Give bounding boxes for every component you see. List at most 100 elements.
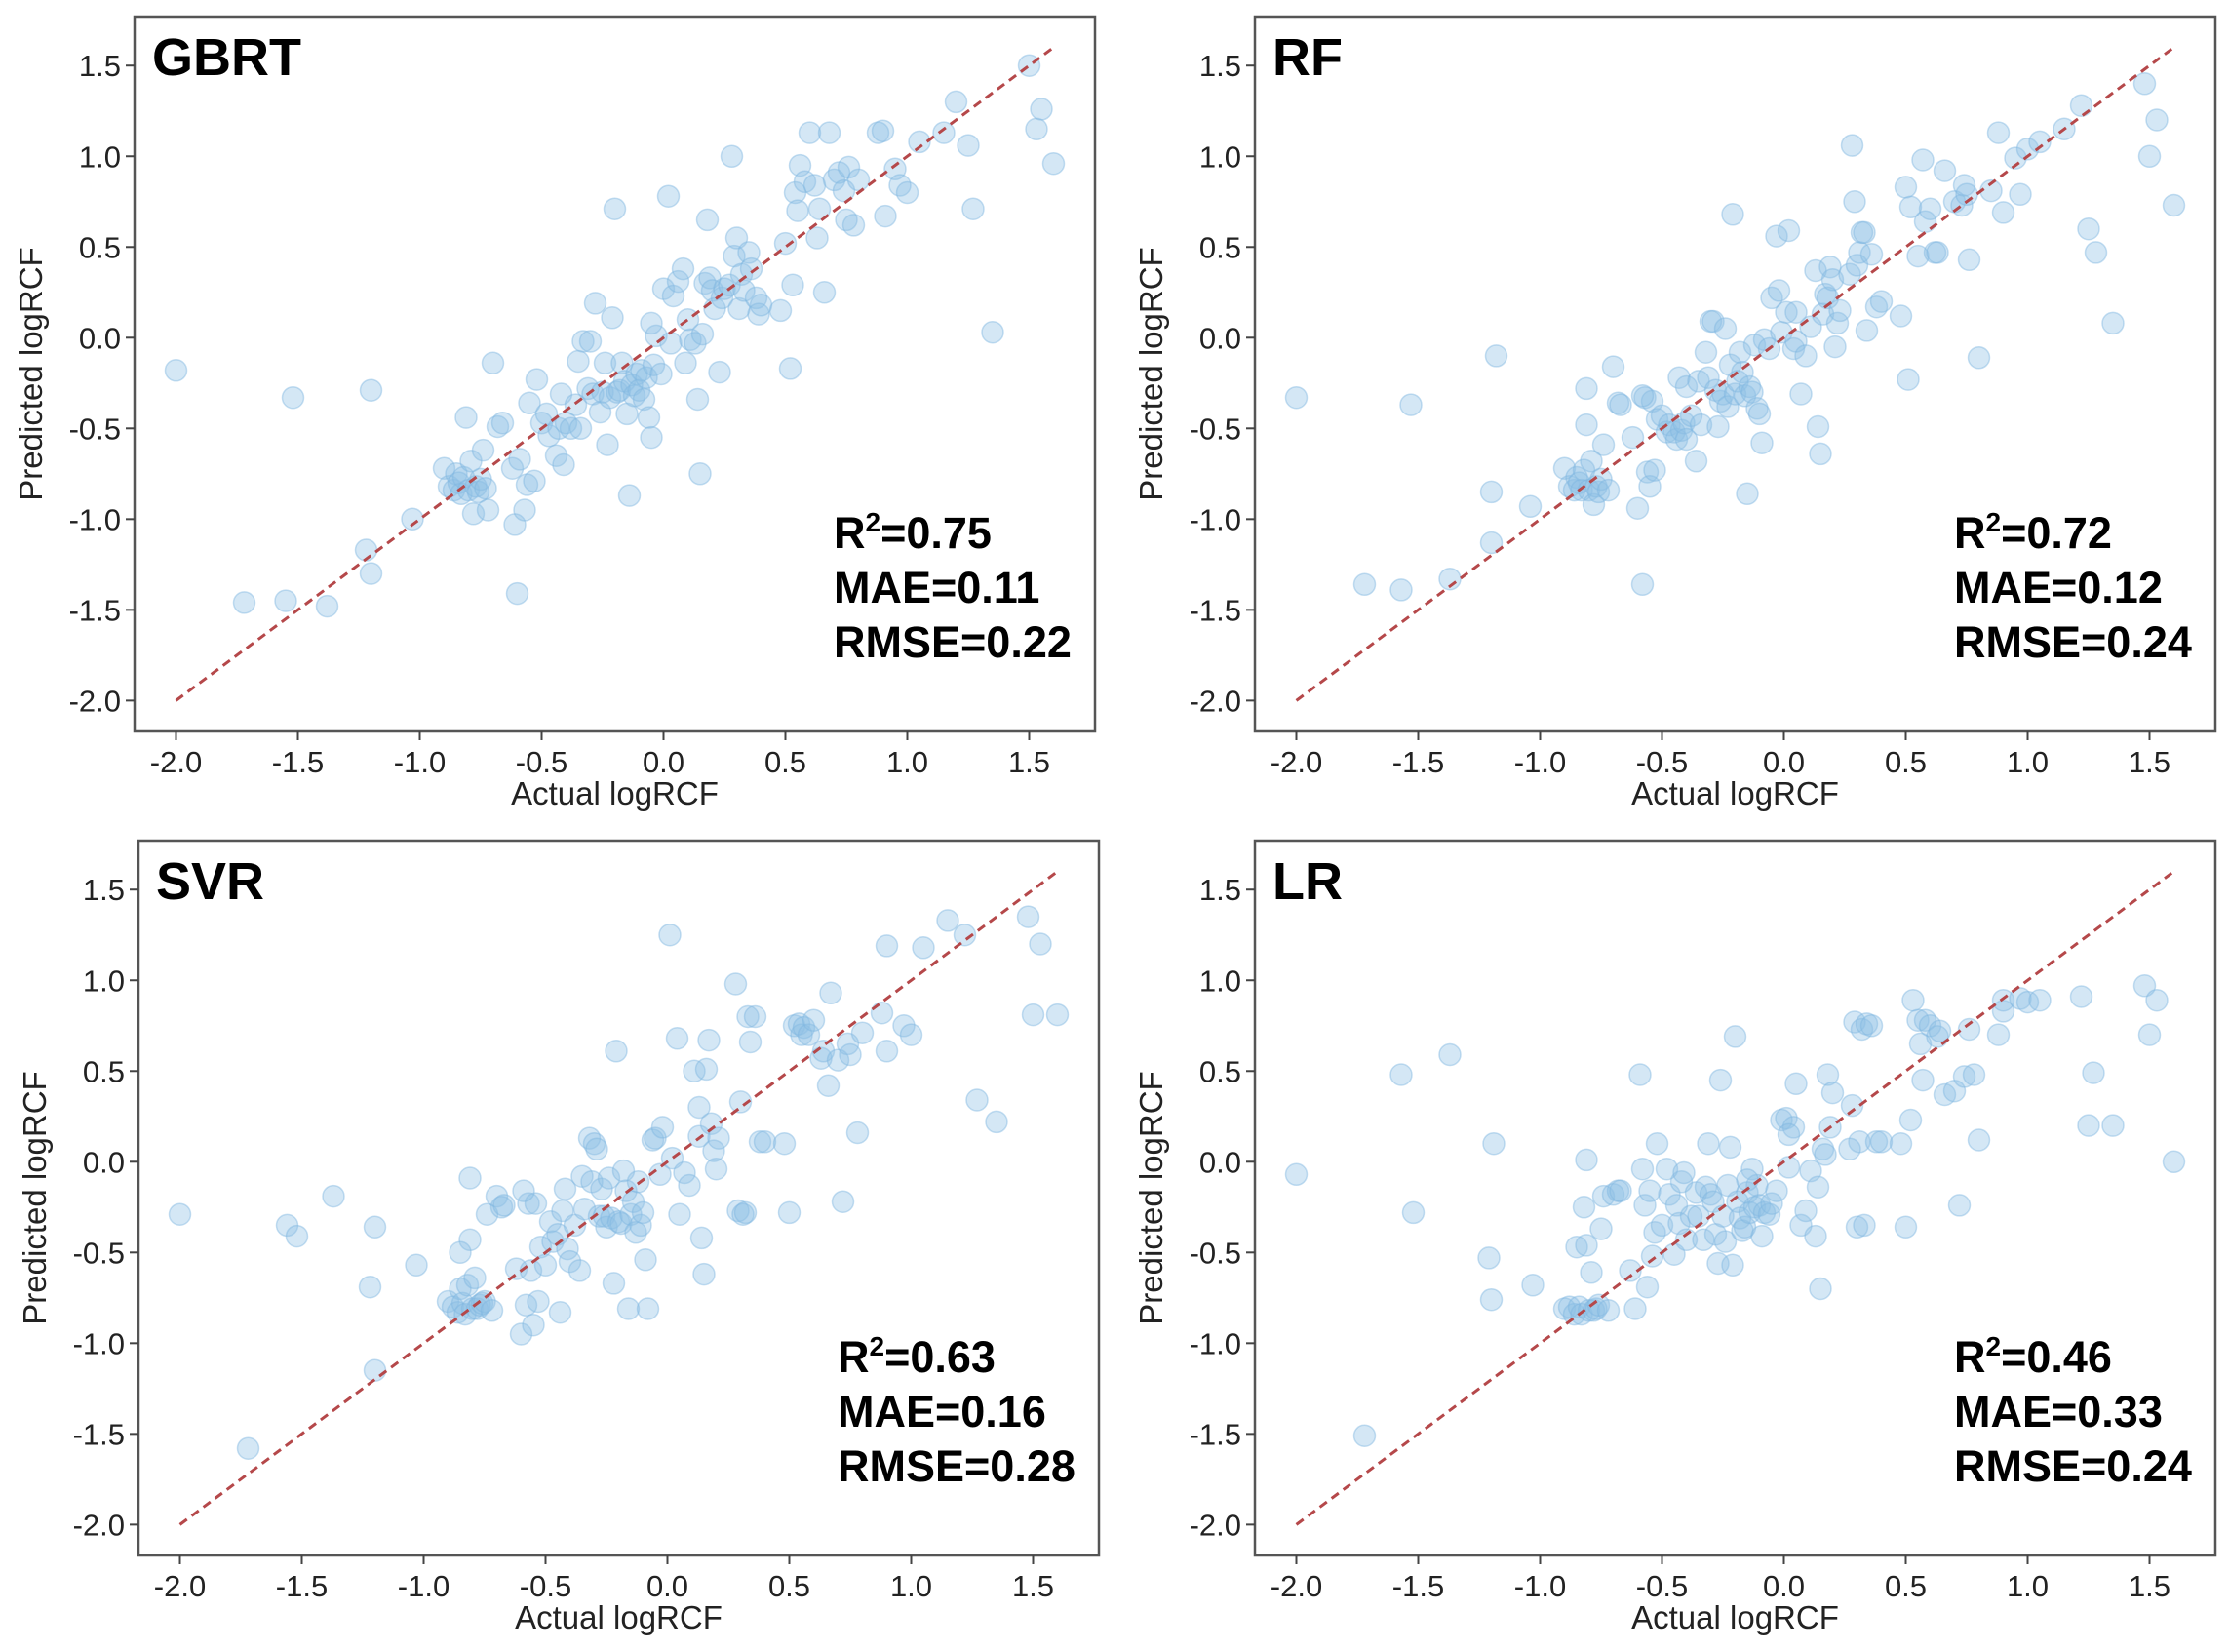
data-point (1906, 244, 1930, 268)
data-point (1901, 988, 1925, 1012)
rmse-metric: RMSE=0.24 (1954, 617, 2192, 667)
data-point (850, 1021, 875, 1044)
data-point (768, 298, 793, 323)
data-point (1781, 1116, 1806, 1139)
data-point (699, 1112, 723, 1135)
data-point (1859, 242, 1884, 266)
data-point (577, 1126, 602, 1150)
data-point (908, 130, 931, 154)
data-point (1747, 402, 1772, 426)
data-point (985, 1110, 1008, 1134)
y-tick-label: -1.0 (73, 1326, 125, 1360)
data-point (612, 370, 637, 393)
data-point (846, 168, 871, 192)
r2-value: =0.72 (2001, 508, 2112, 558)
data-point (2132, 72, 2157, 96)
data-point (236, 1436, 260, 1460)
data-point (1679, 1204, 1703, 1228)
data-point (953, 923, 977, 947)
data-point (874, 204, 897, 228)
data-point (683, 1059, 706, 1083)
data-point (2084, 241, 2108, 264)
data-point (1752, 328, 1777, 351)
data-point (1825, 311, 1850, 335)
y-tick-label: 1.0 (83, 964, 125, 998)
data-point (505, 581, 529, 606)
y-tick-label: -0.5 (73, 1236, 125, 1270)
data-point (514, 1293, 538, 1318)
x-axis-label: Actual logRCF (511, 775, 719, 811)
data-point (459, 450, 483, 473)
data-point (1591, 433, 1616, 456)
data-point (401, 507, 424, 531)
data-point (1625, 496, 1650, 520)
data-point (642, 353, 666, 376)
data-point (753, 1130, 777, 1154)
data-point (168, 1202, 192, 1226)
panel-rf: -2.0 -1.5 -1.0 -0.5 0.0 0.5 1.0 1.5 -2.0 -1.5 -1.0… (1133, 15, 2217, 811)
data-point (449, 1277, 472, 1301)
data-point (1806, 414, 1830, 439)
data-point (1738, 1200, 1762, 1225)
x-tick-label: -2.0 (1271, 1569, 1322, 1603)
data-point (1894, 176, 1918, 199)
data-point (537, 424, 561, 448)
data-point (698, 266, 722, 290)
y-tick-label: 0.5 (1199, 1054, 1241, 1088)
data-point (832, 178, 856, 203)
y-tick-label: 0.0 (1199, 321, 1241, 355)
data-point (281, 385, 305, 410)
data-point (1575, 1234, 1598, 1257)
r2-symbol: R (834, 508, 866, 558)
data-point (1864, 1130, 1889, 1154)
data-point (1811, 1137, 1835, 1161)
data-point (1742, 333, 1767, 357)
data-point (1745, 1173, 1769, 1198)
data-point (486, 414, 510, 439)
data-point (1918, 1014, 1942, 1038)
data-point (841, 214, 866, 237)
data-point (1789, 382, 1813, 406)
data-point (551, 1199, 574, 1223)
y-tick-label: 0.0 (1199, 1145, 1241, 1179)
data-point (1957, 1017, 1981, 1042)
x-tick-label: -1.0 (1514, 745, 1566, 779)
data-point (1672, 1160, 1696, 1185)
data-point (636, 1297, 660, 1320)
data-point (961, 197, 985, 220)
data-point (1667, 366, 1691, 389)
data-point (1674, 1228, 1699, 1252)
data-point (1811, 302, 1835, 326)
data-point (598, 385, 622, 410)
data-point (737, 241, 761, 264)
data-point (1577, 1299, 1601, 1322)
data-point (738, 1030, 763, 1054)
data-point (866, 121, 890, 144)
data-point (1784, 330, 1808, 353)
data-point (1643, 458, 1666, 482)
data-point (1630, 384, 1655, 408)
data-point (1898, 195, 1923, 219)
data-point (1045, 1003, 1070, 1027)
y-tick-label: 1.5 (1199, 873, 1241, 907)
y-tick-label: -2.0 (1190, 684, 1241, 718)
data-point (1687, 370, 1710, 393)
data-point (1967, 1128, 1991, 1152)
panel-title: LR (1272, 852, 1343, 911)
data-point (1664, 427, 1689, 452)
data-point (2132, 974, 2157, 998)
data-point (492, 1194, 516, 1217)
y-tick-label: -1.0 (69, 502, 121, 536)
data-point (1694, 1175, 1718, 1200)
data-point (1352, 1424, 1377, 1447)
panel-title: GBRT (152, 28, 301, 87)
data-point (1689, 413, 1713, 437)
data-point (1794, 344, 1818, 368)
data-point (1898, 1108, 1923, 1132)
data-point (1580, 1261, 1603, 1284)
data-point (469, 467, 492, 492)
data-point (1628, 1063, 1652, 1086)
r2-superscript: 2 (866, 507, 881, 537)
data-point (538, 1209, 563, 1234)
data-point (819, 981, 842, 1005)
